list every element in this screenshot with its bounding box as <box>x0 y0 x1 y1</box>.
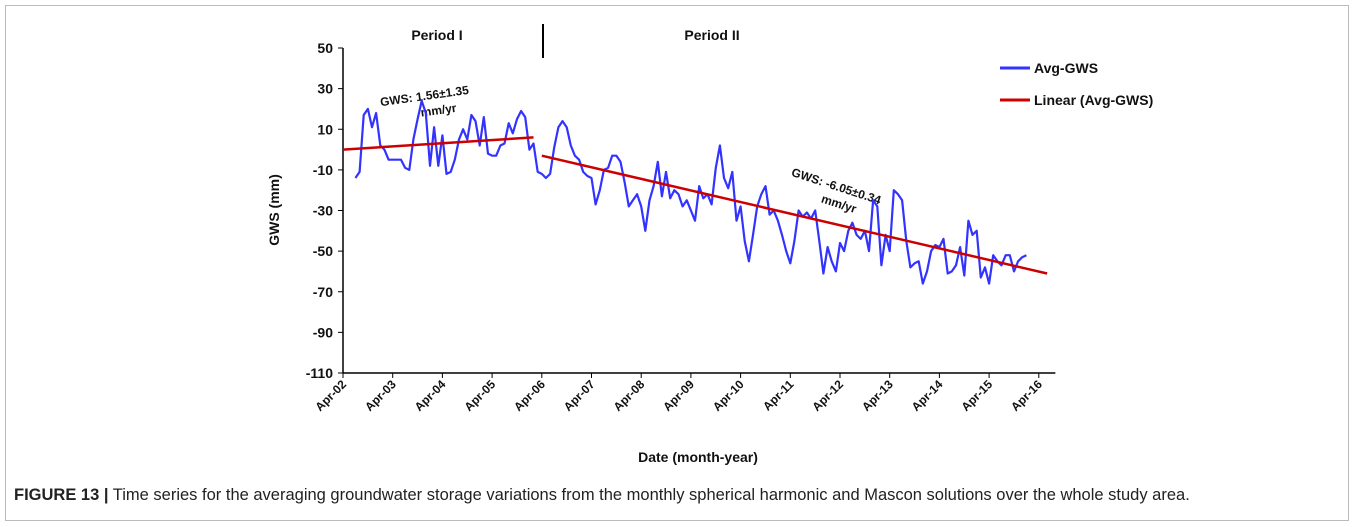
x-tick-label: Apr-08 <box>611 377 648 414</box>
annotation-text: mm/yr <box>420 101 458 120</box>
trend-line <box>541 154 1048 275</box>
y-tick-label: 10 <box>317 121 333 137</box>
x-tick-label: Apr-16 <box>1008 377 1045 414</box>
y-axis-title: GWS (mm) <box>266 174 282 246</box>
caption-label: FIGURE 13 | <box>14 486 109 504</box>
x-tick-label: Apr-09 <box>660 377 697 414</box>
y-tick-label: 30 <box>317 81 333 97</box>
x-tick-label: Apr-14 <box>909 377 946 414</box>
figure-frame <box>5 5 1349 521</box>
annotation: GWS: -6.05±0.34 mm/yr <box>790 165 883 216</box>
y-tick-label: -10 <box>313 162 333 178</box>
x-tick-label: Apr-03 <box>362 377 399 414</box>
x-tick-label: Apr-05 <box>461 377 498 414</box>
x-axis-title: Date (month-year) <box>638 449 758 465</box>
legend-label: Avg-GWS <box>1034 60 1098 76</box>
caption: FIGURE 13 | Time series for the averagin… <box>14 486 1334 505</box>
x-tick-label: Apr-04 <box>412 377 449 414</box>
data-line <box>354 99 1027 285</box>
trend-line <box>342 136 534 151</box>
y-tick-label: -90 <box>313 324 333 340</box>
x-tick-label: Apr-07 <box>561 377 598 414</box>
x-tick-label: Apr-15 <box>958 377 995 414</box>
x-tick-label: Apr-02 <box>312 377 349 414</box>
x-tick-label: Apr-13 <box>859 377 896 414</box>
legend-label: Linear (Avg-GWS) <box>1034 92 1153 108</box>
period-label: Period II <box>684 27 739 43</box>
y-tick-label: 50 <box>317 40 333 56</box>
chart: Period I Period II GWS: 1.56±1.35 mm/yr … <box>266 24 1153 465</box>
y-tick-label: -50 <box>313 243 333 259</box>
x-tick-label: Apr-11 <box>760 377 797 414</box>
caption-text: Time series for the averaging groundwate… <box>112 486 1190 504</box>
x-tick-label: Apr-06 <box>511 377 548 414</box>
y-tick-label: -110 <box>306 365 333 381</box>
x-tick-label: Apr-12 <box>809 377 846 414</box>
y-tick-label: -30 <box>313 203 333 219</box>
y-tick-label: -70 <box>313 284 333 300</box>
period-label: Period I <box>411 27 462 43</box>
x-tick-label: Apr-10 <box>710 377 747 414</box>
